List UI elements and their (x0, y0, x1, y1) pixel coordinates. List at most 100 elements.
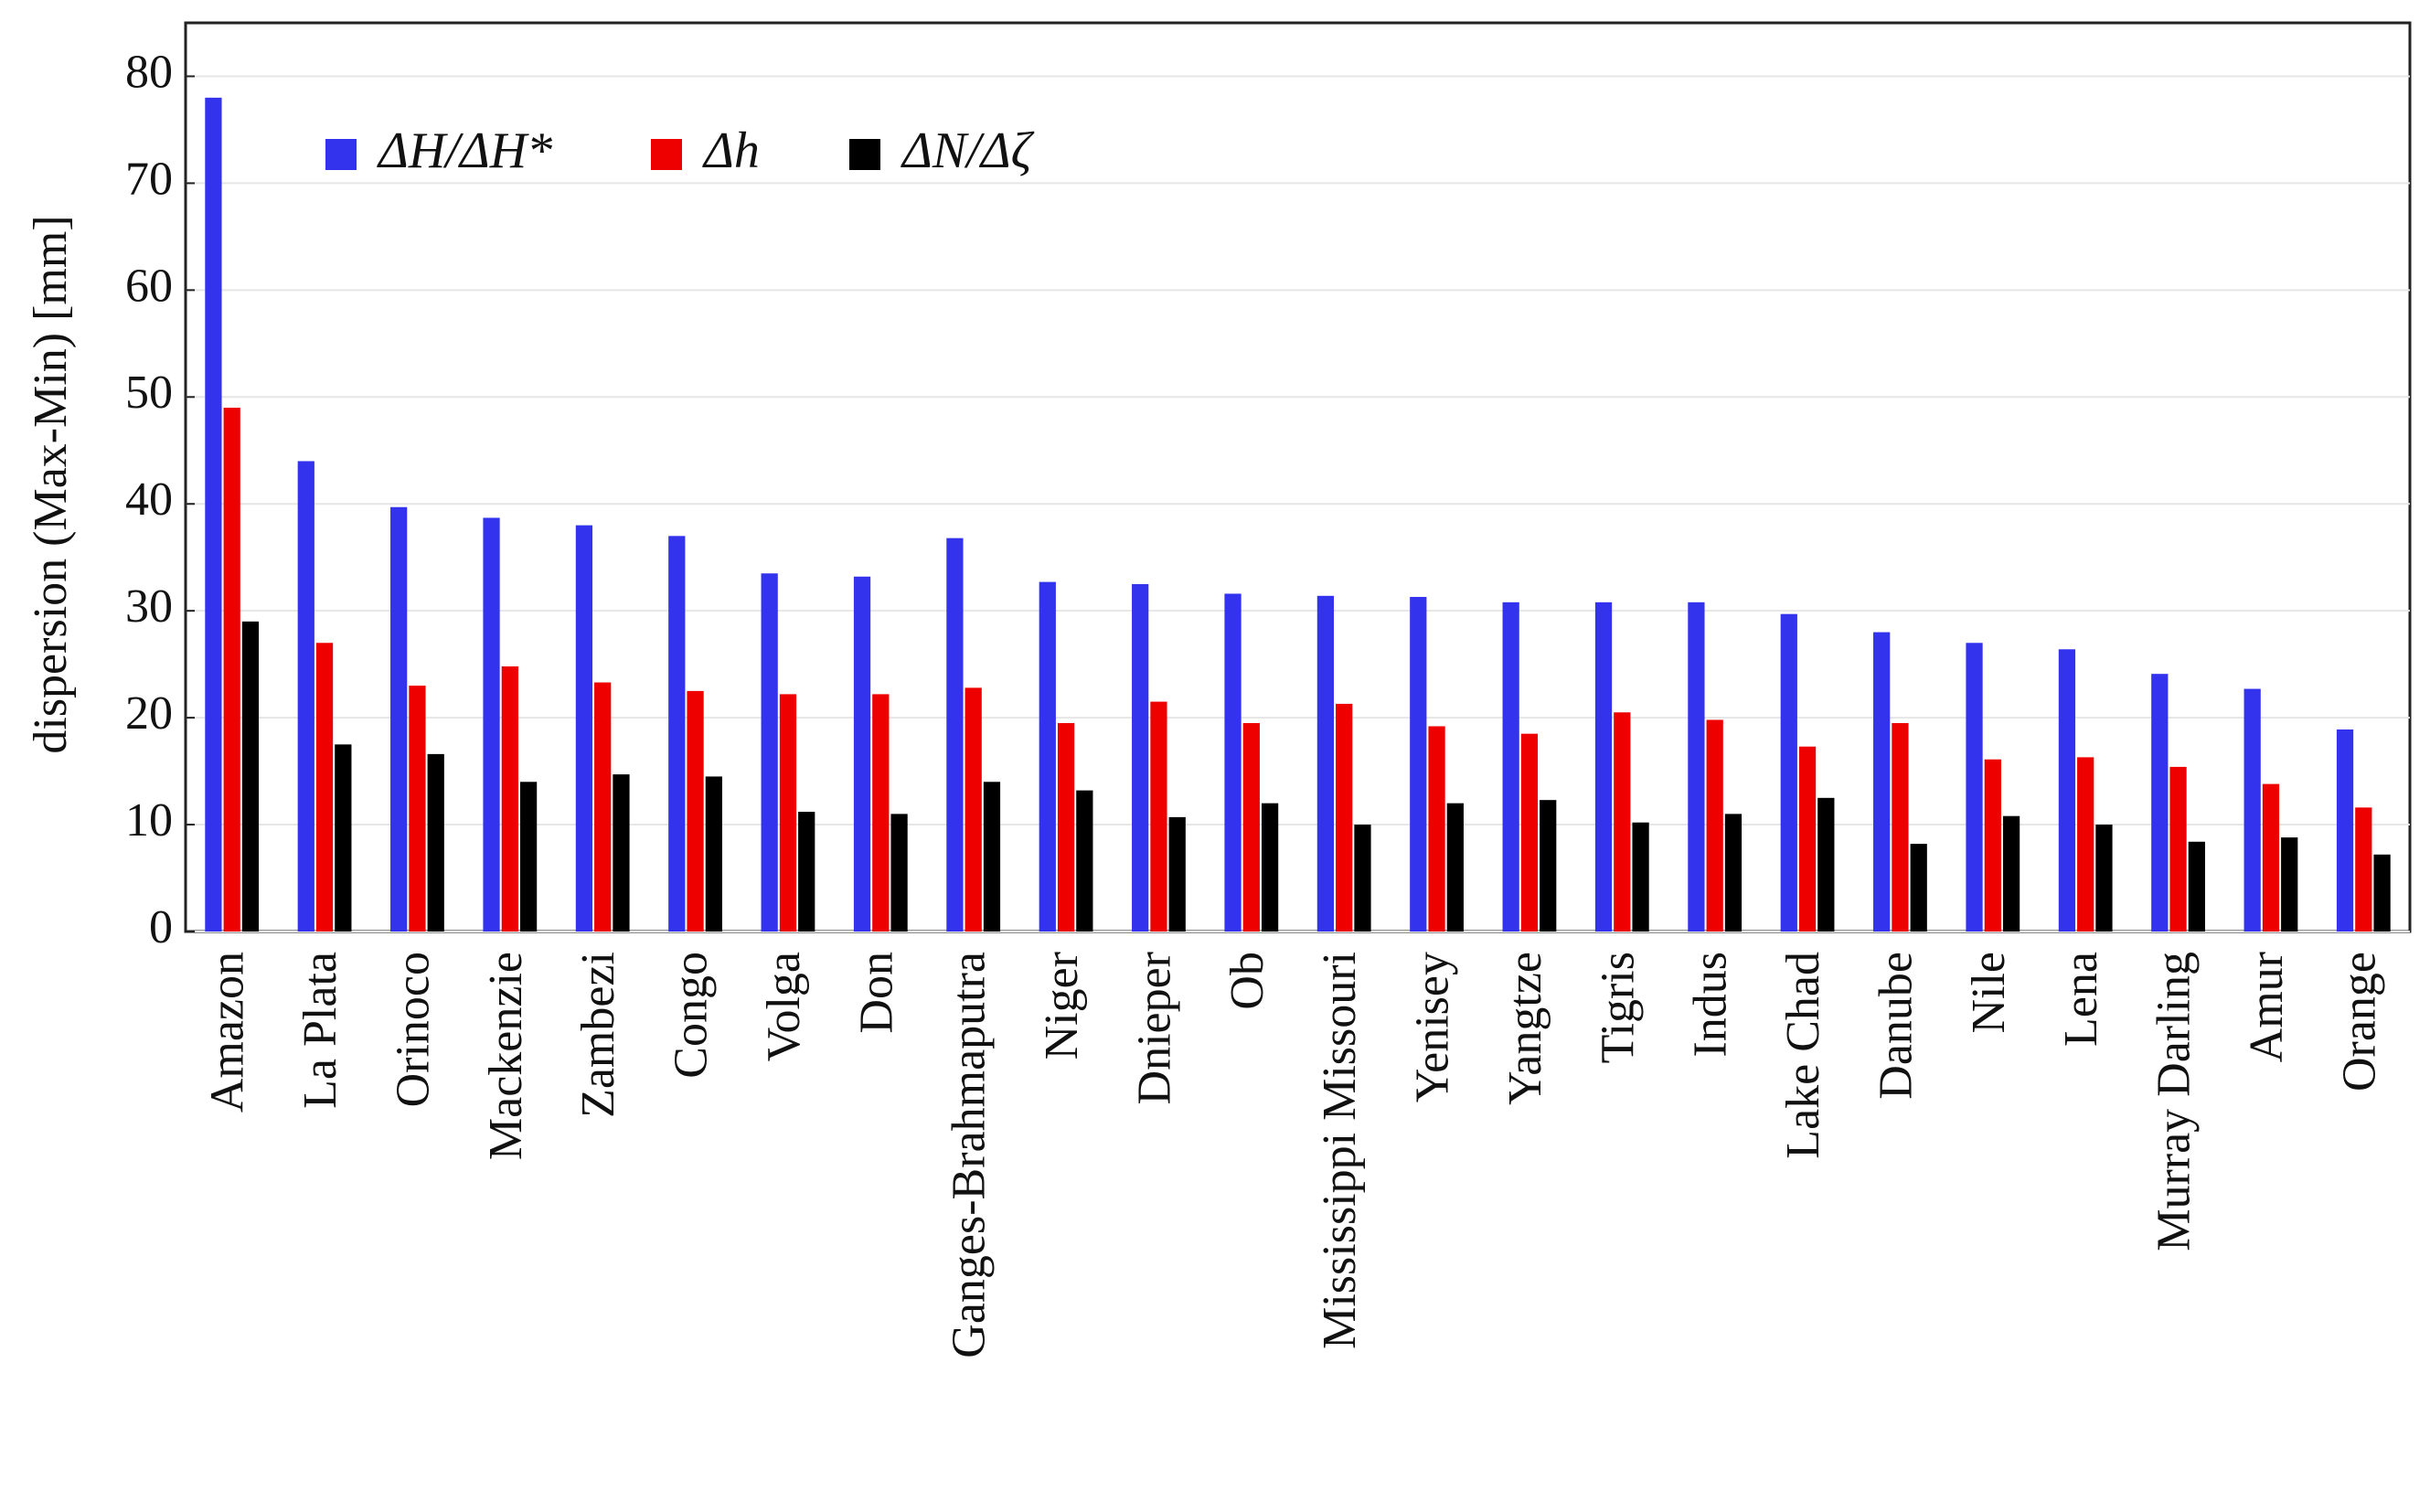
x-tick-label: Yangtze (1499, 952, 1551, 1105)
bar (1724, 814, 1743, 932)
bar (297, 461, 314, 932)
bar (2188, 841, 2205, 932)
bar (2243, 688, 2261, 932)
bar (1873, 632, 1891, 932)
x-tick-label: Mackenzie (480, 952, 532, 1160)
bar (668, 536, 686, 932)
bar (761, 573, 778, 932)
bar (1614, 712, 1631, 932)
x-tick-label: Tigris (1592, 952, 1644, 1063)
x-tick-label: Murray Darling (2148, 952, 2201, 1251)
x-tick-label: Danube (1870, 952, 1922, 1100)
bar (315, 643, 334, 932)
bar (2095, 825, 2113, 932)
bar (2151, 674, 2169, 932)
legend-swatch (849, 139, 880, 170)
bar (890, 814, 908, 932)
x-tick-label: Nile (1963, 952, 2015, 1034)
bar (779, 694, 797, 932)
bar (1336, 703, 1353, 932)
bar (1798, 746, 1817, 932)
x-tick-label: Amazon (202, 952, 254, 1113)
bar (1316, 595, 1335, 932)
x-tick-label: Lake Chad (1777, 952, 1829, 1159)
x-tick-label: Orange (2333, 952, 2385, 1091)
bar (687, 690, 704, 932)
legend-label: ΔN/Δζ (901, 122, 1035, 179)
x-tick-label: Volga (758, 952, 810, 1061)
bar (1688, 602, 1705, 932)
x-tick-label: Amur (2241, 952, 2293, 1062)
bar (1410, 596, 1427, 932)
bar (575, 525, 593, 932)
bar (519, 782, 538, 932)
bar (1168, 816, 1186, 932)
x-tick-label: Zambezi (572, 952, 624, 1118)
bar (2077, 757, 2094, 932)
bar (1039, 581, 1056, 932)
bar (1520, 733, 1539, 932)
bar (1540, 800, 1557, 932)
bar (872, 694, 890, 932)
y-tick-label: 40 (125, 474, 173, 526)
bar (1984, 759, 2001, 932)
bar (1502, 602, 1519, 932)
x-tick-label: Yenisey (1407, 952, 1459, 1102)
bar (613, 774, 630, 932)
x-tick-label: Don (850, 952, 902, 1034)
y-tick-label: 50 (125, 367, 173, 419)
bar (965, 687, 982, 932)
bar (501, 665, 518, 932)
x-tick-label: La Plata (294, 952, 346, 1109)
bar (1594, 602, 1613, 932)
y-tick-label: 30 (125, 580, 173, 633)
bar (594, 682, 612, 932)
bar (1446, 803, 1464, 932)
bar (2336, 729, 2354, 932)
x-tick-label: Indus (1685, 952, 1737, 1058)
bar (1966, 643, 1983, 932)
bar (1817, 797, 1835, 932)
bar (1706, 719, 1723, 932)
bar (1224, 593, 1242, 932)
bar (2058, 649, 2076, 932)
bar (1261, 803, 1279, 932)
bar (241, 621, 260, 932)
legend-label: ΔH/ΔH* (377, 122, 552, 179)
bar (1150, 701, 1167, 932)
x-tick-label: Orinoco (387, 952, 439, 1107)
bar (390, 506, 408, 932)
bar (705, 776, 722, 932)
bar (2262, 783, 2280, 932)
x-tick-label: Ganges-Brahmaputra (943, 952, 996, 1358)
bar (983, 782, 1001, 932)
legend-swatch (325, 139, 357, 170)
x-tick-label: Mississippi Missouri (1314, 952, 1366, 1349)
bar (409, 686, 426, 932)
bar (1632, 822, 1649, 932)
bar (946, 538, 964, 932)
bar (1780, 613, 1797, 932)
bar (205, 97, 222, 932)
bar (1057, 722, 1075, 932)
bar (2373, 854, 2391, 932)
y-tick-label: 10 (125, 794, 173, 847)
bar (2281, 837, 2298, 932)
y-tick-label: 70 (125, 153, 173, 205)
bar (2002, 815, 2020, 932)
bar (853, 576, 871, 932)
bar (427, 753, 444, 932)
bar (223, 407, 240, 932)
bar (1892, 722, 1909, 932)
bar (1076, 790, 1093, 932)
y-axis-label: dispersion (Max-Min) [mm] (25, 215, 77, 753)
bar (483, 517, 500, 932)
bar (1910, 844, 1927, 932)
x-tick-label: Ob (1221, 952, 1274, 1010)
x-tick-label: Lena (2055, 952, 2107, 1047)
legend-label: Δh (702, 122, 760, 179)
bar (1354, 825, 1371, 932)
x-tick-label: Niger (1036, 952, 1088, 1059)
bar (1428, 726, 1445, 932)
